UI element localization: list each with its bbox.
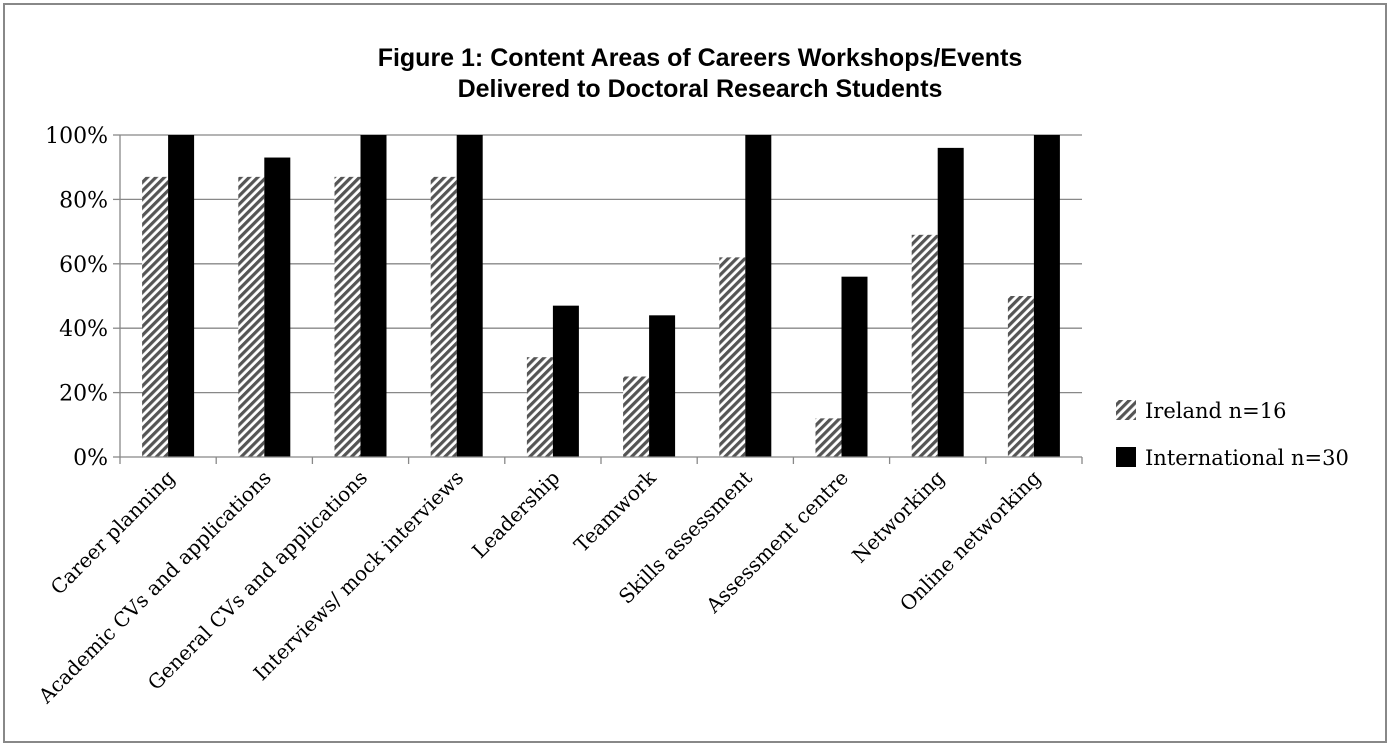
bar-ireland [334, 176, 361, 458]
bar-international [552, 305, 579, 457]
bar-international [745, 135, 772, 457]
bar-ireland [911, 234, 938, 457]
chart-title-line-1: Figure 1: Content Areas of Careers Works… [378, 44, 1023, 72]
y-tick-label: 40% [59, 317, 108, 342]
bar-international [841, 276, 868, 457]
bars [142, 135, 1060, 458]
bar-ireland [815, 418, 842, 457]
x-category-label: Interviews/ mock interviews [249, 466, 469, 686]
chart-frame [3, 3, 1387, 743]
legend-label-ireland: Ireland n=16 [1145, 399, 1286, 423]
y-tick-label: 60% [59, 253, 108, 278]
bar-ireland [719, 257, 746, 457]
bar-international [360, 135, 387, 457]
legend-swatch-ireland [1116, 400, 1136, 420]
x-category-label: Leadership [467, 466, 564, 563]
chart-title-line-2: Delivered to Doctoral Research Students [458, 75, 943, 103]
bar-international [264, 157, 291, 458]
bar-international [937, 147, 964, 457]
x-category-label: Networking [847, 465, 949, 567]
axes [113, 134, 1083, 464]
legend-label-international: International n=30 [1145, 446, 1349, 470]
bar-ireland [430, 176, 457, 458]
bar-international [1033, 135, 1060, 457]
bar-ireland [623, 376, 650, 457]
y-tick-label: 100% [45, 124, 108, 149]
y-tick-label: 80% [59, 188, 108, 213]
legend: Ireland n=16 International n=30 [1116, 399, 1349, 470]
bar-ireland [526, 357, 553, 457]
y-tick-label: 0% [73, 446, 108, 471]
bar-ireland [238, 176, 265, 458]
bar-international [168, 135, 195, 457]
bar-ireland [1007, 296, 1034, 457]
bar-international [649, 315, 676, 457]
legend-swatch-international [1116, 447, 1136, 467]
y-tick-label: 20% [59, 382, 108, 407]
bar-ireland [142, 176, 169, 458]
x-category-label: Teamwork [569, 465, 661, 557]
bar-international [456, 135, 483, 457]
